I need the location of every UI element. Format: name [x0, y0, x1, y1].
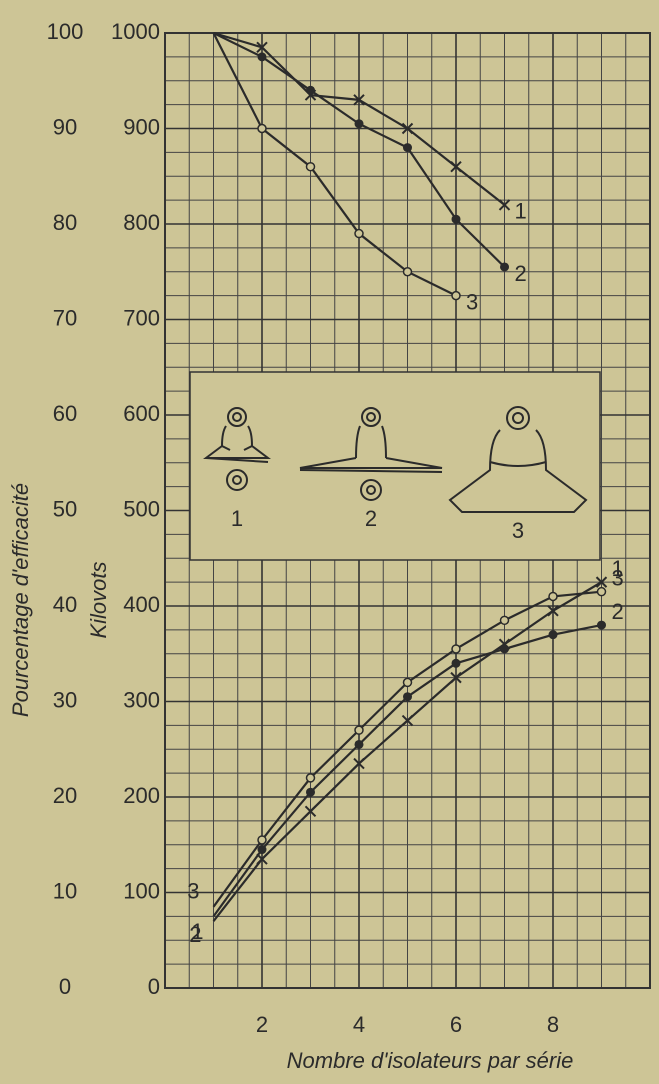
y-tick-label: 800 [123, 210, 160, 235]
marker [304, 805, 317, 818]
series-label: 1 [515, 199, 527, 224]
y2-tick-label: 90 [53, 114, 77, 139]
inset-label: 2 [365, 506, 377, 531]
insulator-2 [299, 407, 443, 501]
y2-tick-label: 70 [53, 305, 77, 330]
series: 1 [213, 31, 527, 224]
y-axis-title: Kilovots [86, 561, 111, 638]
insulator-1 [203, 407, 271, 491]
inset-label: 3 [512, 518, 524, 543]
series-label: 3 [187, 879, 199, 904]
y2-tick-label: 80 [53, 210, 77, 235]
marker [402, 677, 413, 688]
marker [548, 630, 558, 640]
series-label: 2 [189, 922, 201, 947]
marker [257, 835, 267, 845]
y-tick-label: 400 [123, 592, 160, 617]
x-tick-label: 2 [256, 1012, 268, 1037]
y2-tick-label: 20 [53, 783, 77, 808]
marker [353, 757, 365, 770]
y-tick-label: 600 [123, 401, 160, 426]
y2-axis-title: Pourcentage d'efficacité [8, 483, 33, 717]
marker [595, 576, 608, 588]
marker [597, 620, 606, 630]
marker [547, 605, 559, 617]
y-tick-label: 700 [123, 305, 160, 330]
marker [500, 644, 509, 654]
marker [451, 214, 461, 224]
marker [451, 644, 461, 654]
marker [305, 773, 316, 783]
series-label: 2 [612, 599, 624, 624]
y2-tick-label: 40 [53, 592, 77, 617]
y-tick-label: 500 [123, 496, 160, 521]
x-tick-label: 4 [353, 1012, 365, 1037]
y2-tick-label: 0 [59, 974, 71, 999]
plot-frame [164, 32, 651, 989]
series: 2 [213, 32, 527, 286]
marker [403, 692, 412, 702]
y2-tick-label: 100 [47, 19, 84, 44]
series-label: 3 [612, 565, 624, 590]
marker [257, 52, 267, 62]
marker [499, 615, 510, 626]
marker [450, 160, 462, 173]
marker [354, 228, 364, 239]
marker [353, 94, 365, 106]
marker [596, 586, 607, 597]
y-tick-label: 100 [123, 878, 160, 903]
y-tick-label: 0 [148, 974, 160, 999]
x-tick-label: 6 [450, 1012, 462, 1037]
y2-tick-label: 10 [53, 878, 77, 903]
marker [256, 41, 268, 54]
marker [354, 119, 364, 129]
y-tick-label: 200 [123, 783, 160, 808]
series-label: 1 [612, 556, 624, 581]
marker [402, 267, 413, 277]
marker [354, 739, 364, 749]
marker [451, 290, 461, 301]
marker [306, 787, 315, 797]
y2-tick-label: 50 [53, 496, 77, 521]
series-label: 2 [515, 261, 527, 286]
x-tick-label: 8 [547, 1012, 559, 1037]
series-label: 3 [466, 289, 478, 314]
insulator-3 [448, 406, 588, 513]
marker [403, 143, 412, 153]
y-tick-label: 1000 [111, 19, 160, 44]
y2-tick-label: 30 [53, 687, 77, 712]
y2-tick-label: 60 [53, 401, 77, 426]
series: 22 [189, 599, 624, 947]
marker [498, 199, 511, 211]
series: 3 [212, 32, 478, 314]
series-label: 1 [191, 919, 203, 944]
marker [354, 725, 364, 735]
marker [305, 161, 316, 172]
marker [401, 714, 414, 727]
marker [306, 85, 315, 95]
plot: 0 100 200 300 400 500 600 700 800 900 1000 0 10 20 30 4… [47, 19, 624, 1037]
inset: 1 2 3 [189, 371, 601, 561]
series: 33 [187, 565, 624, 908]
marker [451, 658, 461, 668]
marker [500, 262, 509, 272]
series: 11 [191, 556, 624, 944]
x-axis-title: Nombre d'isolateurs par série [287, 1048, 574, 1073]
marker [450, 671, 462, 684]
line [212, 32, 457, 297]
inset-label: 1 [231, 506, 243, 531]
inset-box [189, 371, 601, 561]
marker [548, 591, 558, 602]
marker [401, 122, 414, 135]
marker [257, 123, 267, 134]
y-tick-label: 900 [123, 114, 160, 139]
marker [257, 845, 267, 855]
y-tick-label: 300 [123, 687, 160, 712]
